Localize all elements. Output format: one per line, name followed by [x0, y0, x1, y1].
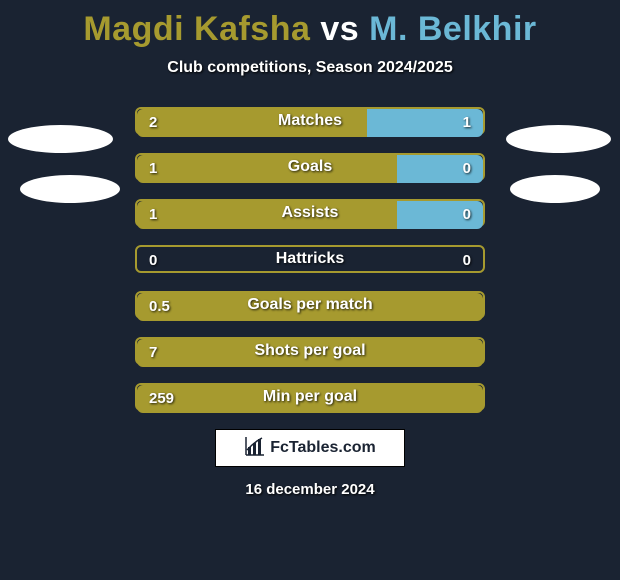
- subtitle: Club competitions, Season 2024/2025: [0, 59, 620, 77]
- stat-row: 10Goals: [135, 153, 485, 181]
- player-badge-ellipse: [8, 125, 113, 153]
- stat-row: 259Min per goal: [135, 383, 485, 411]
- page-title: Magdi Kafsha vs M. Belkhir: [0, 0, 620, 49]
- logo-box: FcTables.com: [215, 429, 405, 467]
- stat-label: Min per goal: [137, 388, 483, 406]
- stat-row: 21Matches: [135, 107, 485, 135]
- logo-text: FcTables.com: [270, 439, 376, 457]
- player1-name: Magdi Kafsha: [83, 10, 310, 48]
- stat-row: 7Shots per goal: [135, 337, 485, 365]
- date-text: 16 december 2024: [0, 481, 620, 498]
- stat-label: Assists: [137, 204, 483, 222]
- stat-label: Hattricks: [137, 250, 483, 268]
- player2-name: M. Belkhir: [369, 10, 536, 48]
- vs-text: vs: [320, 10, 359, 48]
- stat-row: 0.5Goals per match: [135, 291, 485, 319]
- chart-icon: [244, 435, 266, 462]
- player-badge-ellipse: [506, 125, 611, 153]
- stat-row: 10Assists: [135, 199, 485, 227]
- stat-row: 00Hattricks: [135, 245, 485, 273]
- comparison-chart: 21Matches 10Goals 10Assists 00Hattricks 0.5G…: [0, 107, 620, 411]
- player-badge-ellipse: [20, 175, 120, 203]
- stat-label: Matches: [137, 112, 483, 130]
- stat-label: Goals per match: [137, 296, 483, 314]
- stat-label: Shots per goal: [137, 342, 483, 360]
- stat-label: Goals: [137, 158, 483, 176]
- player-badge-ellipse: [510, 175, 600, 203]
